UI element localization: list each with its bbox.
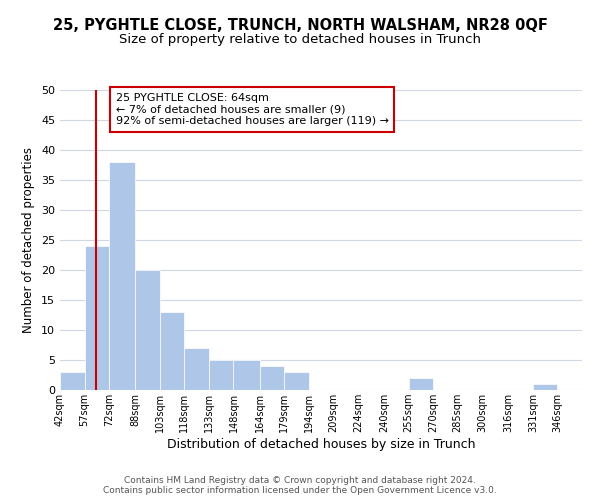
Bar <box>160 312 184 390</box>
Bar <box>233 360 260 390</box>
Bar <box>409 378 433 390</box>
Bar <box>209 360 233 390</box>
Text: Size of property relative to detached houses in Trunch: Size of property relative to detached ho… <box>119 32 481 46</box>
Bar <box>60 372 85 390</box>
Bar <box>184 348 209 390</box>
Bar <box>260 366 284 390</box>
Bar <box>284 372 309 390</box>
Text: 25 PYGHTLE CLOSE: 64sqm
← 7% of detached houses are smaller (9)
92% of semi-deta: 25 PYGHTLE CLOSE: 64sqm ← 7% of detached… <box>116 93 389 126</box>
Bar <box>533 384 557 390</box>
Y-axis label: Number of detached properties: Number of detached properties <box>22 147 35 333</box>
X-axis label: Distribution of detached houses by size in Trunch: Distribution of detached houses by size … <box>167 438 475 451</box>
Text: 25, PYGHTLE CLOSE, TRUNCH, NORTH WALSHAM, NR28 0QF: 25, PYGHTLE CLOSE, TRUNCH, NORTH WALSHAM… <box>53 18 547 32</box>
Bar <box>109 162 135 390</box>
Bar <box>85 246 109 390</box>
Text: Contains public sector information licensed under the Open Government Licence v3: Contains public sector information licen… <box>103 486 497 495</box>
Bar <box>135 270 160 390</box>
Text: Contains HM Land Registry data © Crown copyright and database right 2024.: Contains HM Land Registry data © Crown c… <box>124 476 476 485</box>
